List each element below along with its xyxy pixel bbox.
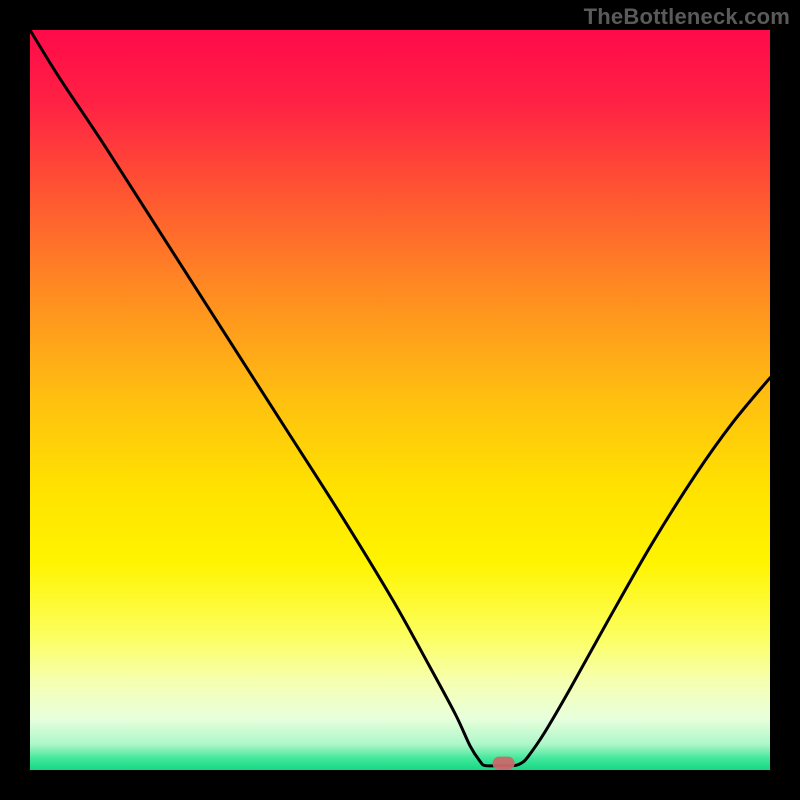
chart-background	[30, 30, 770, 770]
plot-area	[30, 30, 770, 770]
watermark-text: TheBottleneck.com	[584, 4, 790, 30]
chart-svg	[30, 30, 770, 770]
optimum-marker	[493, 757, 515, 770]
